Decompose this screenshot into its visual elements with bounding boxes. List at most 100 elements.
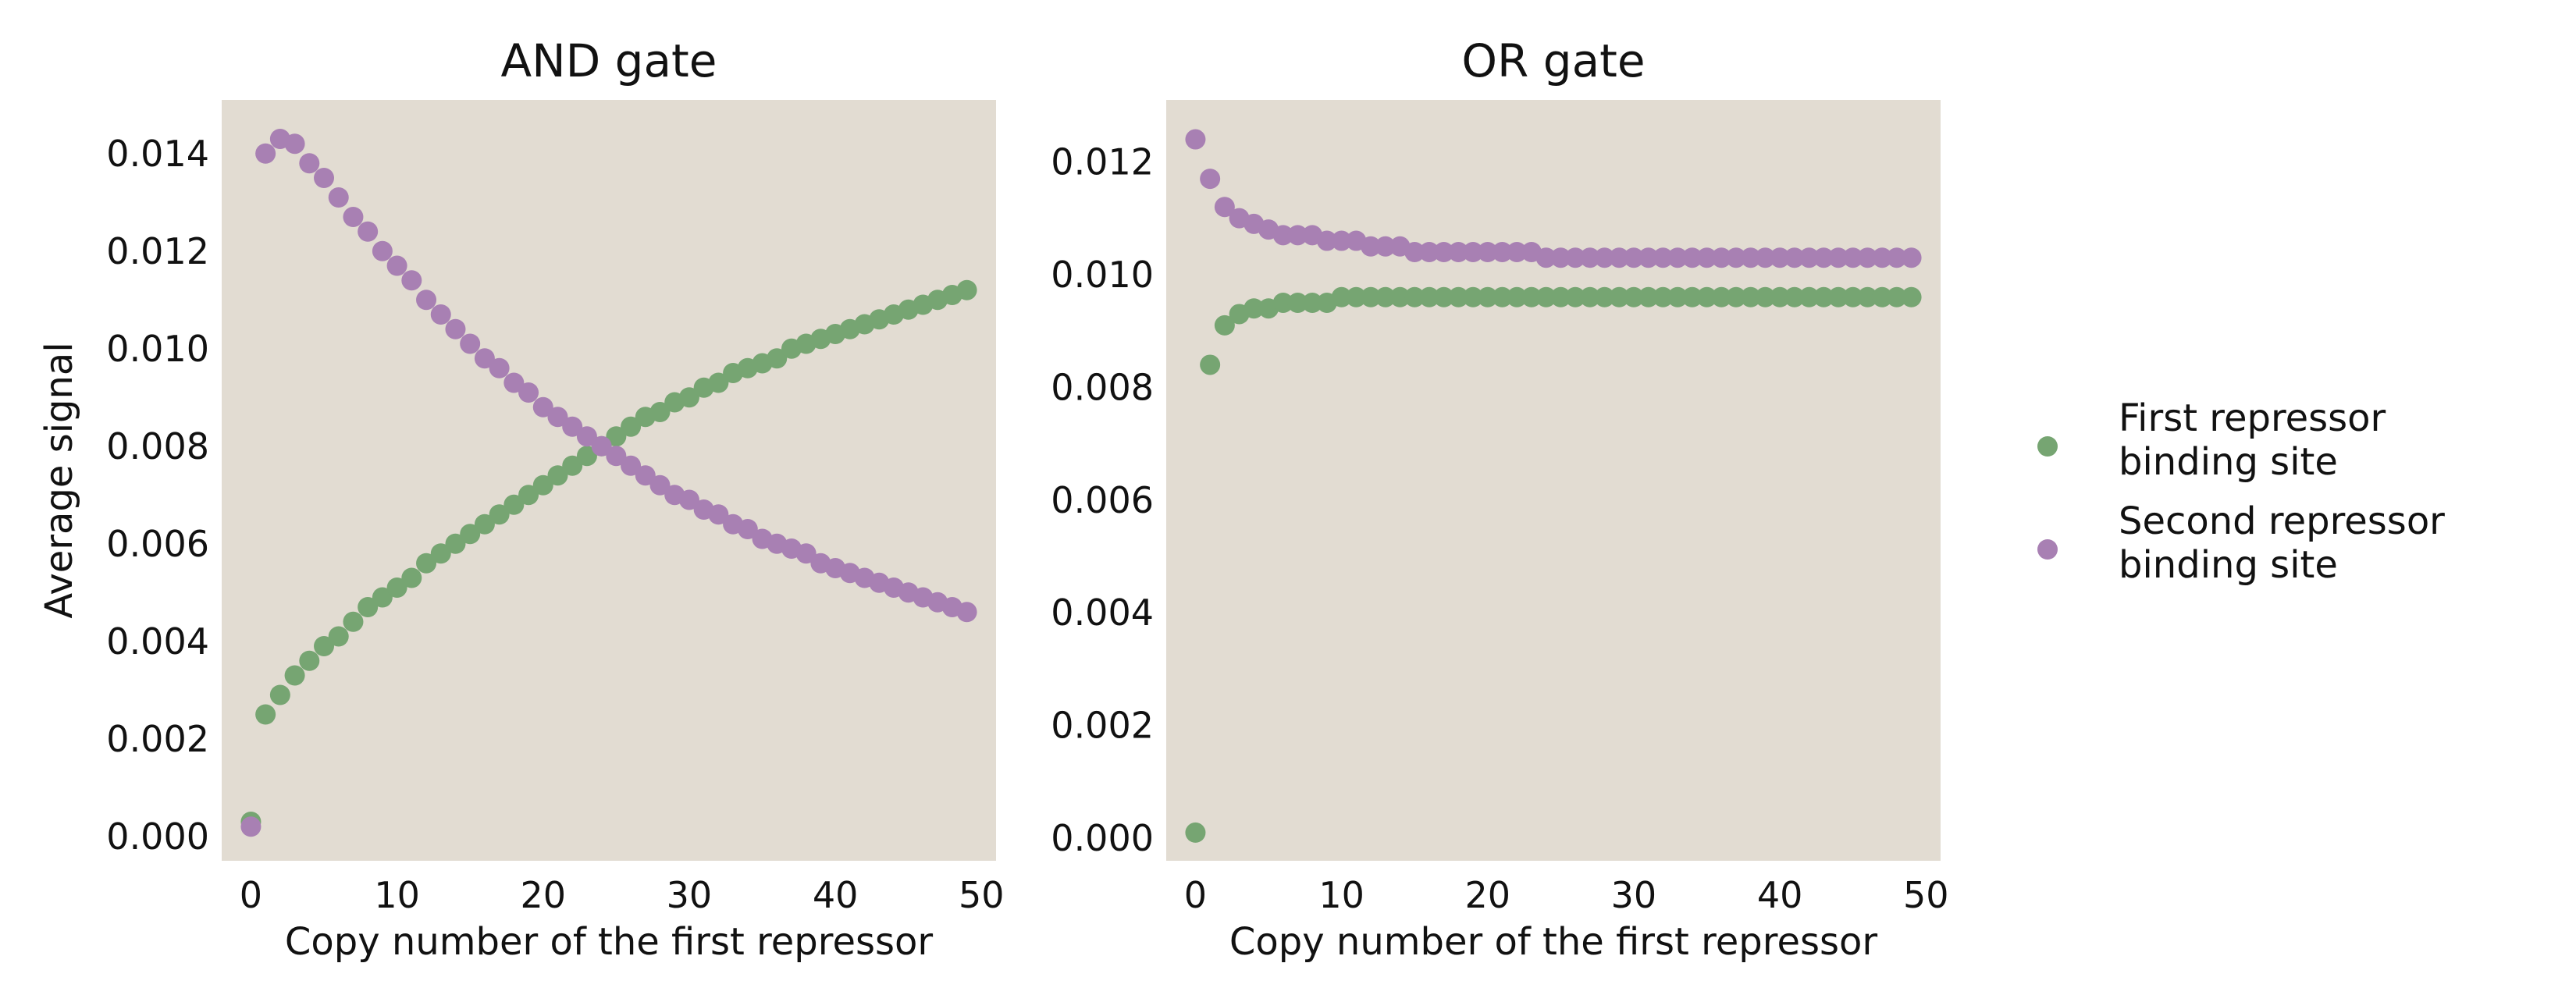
and-gate-series-1-point (386, 577, 407, 598)
or-gate-y-tick-label: 0.000 (1051, 817, 1154, 859)
and-gate-series-1-point (460, 524, 481, 545)
and-gate-x-tick-label: 20 (521, 874, 567, 916)
or-gate-series-1-point (1418, 286, 1439, 307)
or-gate-series-2-point (1638, 247, 1659, 268)
or-gate-series-2-point (1492, 242, 1513, 262)
or-gate-series-2-point (1448, 242, 1469, 262)
or-gate-y-tick-label: 0.008 (1051, 366, 1154, 408)
and-gate-series-1-point (532, 474, 553, 496)
or-gate-plot-area (1166, 100, 1941, 861)
or-gate-series-2-point (1200, 169, 1221, 190)
and-gate-series-1-point (518, 485, 539, 506)
and-gate-series-1-point (372, 587, 393, 608)
or-gate-series-1-point (1535, 286, 1557, 307)
and-gate-series-2-point (795, 543, 817, 564)
and-gate-panel: AND gate 0 10 20 30 40 50 0.000 0.002 0.004 0.006 0… (37, 34, 1005, 964)
or-gate-y-tick-label: 0.002 (1051, 705, 1154, 747)
and-gate-y-tick-label: 0.014 (106, 133, 209, 175)
or-gate-series-1-point (1755, 286, 1776, 307)
or-gate-series-1-point (1272, 293, 1293, 313)
or-gate-series-2-point (1799, 247, 1820, 268)
or-gate-series-1-point (1696, 286, 1717, 307)
or-gate-series-1-point (1857, 286, 1878, 307)
or-gate-series-2-point (1901, 247, 1922, 268)
or-gate-series-2-point (1404, 242, 1425, 262)
or-gate-series-2-point (1579, 247, 1600, 268)
and-gate-series-1-point (445, 533, 466, 554)
and-gate-series-1-point (284, 665, 305, 686)
and-gate-series-2-point (430, 304, 451, 325)
legend-label-2-line-1: Second repressor (2119, 499, 2445, 543)
and-gate-series-1-point (328, 626, 349, 647)
and-gate-series-1-point (606, 426, 627, 447)
or-gate-x-tick-label: 50 (1903, 874, 1949, 916)
and-gate-series-1-point (401, 567, 422, 588)
or-gate-series-2-point (1740, 247, 1761, 268)
and-gate-y-tick-label: 0.002 (106, 718, 209, 760)
and-gate-y-tick-label: 0.008 (106, 425, 209, 467)
and-gate-series-1-point (621, 416, 642, 437)
and-gate-series-2-point (576, 426, 597, 447)
or-gate-series-2-point (1185, 129, 1206, 150)
or-gate-series-1-point (1609, 286, 1630, 307)
and-gate-plot-area (222, 100, 996, 861)
and-gate-series-1-point (503, 494, 525, 515)
or-gate-x-tick-label: 0 (1184, 874, 1207, 916)
and-gate-series-2-point (606, 446, 627, 467)
or-gate-series-1-point (1346, 286, 1367, 307)
or-gate-series-2-point (1361, 236, 1382, 257)
or-gate-series-1-point (1594, 286, 1615, 307)
or-gate-series-2 (1185, 129, 1922, 268)
or-gate-series-2-point (1842, 247, 1863, 268)
or-gate-series-1-point (1433, 286, 1454, 307)
and-gate-y-tick-label: 0.006 (106, 523, 209, 565)
legend-marker-1 (2037, 436, 2058, 457)
or-gate-series-2-point (1331, 230, 1352, 251)
or-gate-series-1-point (1784, 286, 1805, 307)
or-gate-series-2-point (1886, 247, 1907, 268)
and-gate-series-1-point (489, 504, 510, 525)
and-gate-series-2-point (708, 504, 729, 525)
or-gate-x-tick-label: 20 (1465, 874, 1511, 916)
or-gate-series-2-point (1857, 247, 1878, 268)
or-gate-series-1-point (1740, 286, 1761, 307)
or-gate-x-tick-label: 30 (1611, 874, 1657, 916)
or-gate-panel: OR gate 0 10 20 30 40 50 0.000 0.002 0.004 0.006 0.… (1051, 34, 1948, 964)
and-gate-series-1-point (678, 387, 699, 408)
or-gate-y-tick-label: 0.006 (1051, 479, 1154, 521)
and-gate-x-tick-label: 40 (813, 874, 859, 916)
and-gate-series-2-point (474, 348, 495, 369)
and-gate-series-2-point (255, 143, 276, 164)
or-gate-series-2-point (1696, 247, 1717, 268)
or-gate-series-1-point (1711, 286, 1732, 307)
or-gate-series-1-point (1287, 293, 1308, 313)
and-gate-series-2-point (649, 474, 671, 496)
or-gate-series-2-point (1550, 247, 1571, 268)
or-gate-series-1-point (1681, 286, 1703, 307)
or-gate-series-2-point (1287, 225, 1308, 246)
or-gate-series-2-point (1784, 247, 1805, 268)
and-gate-series-2-point (372, 240, 393, 261)
and-gate-series-1-point (767, 348, 788, 369)
and-gate-series-2-point (328, 187, 349, 208)
or-gate-series-2-point (1872, 247, 1893, 268)
or-gate-series-1-point (1827, 286, 1848, 307)
and-gate-x-tick-label: 30 (667, 874, 713, 916)
or-gate-series-1-point (1477, 286, 1498, 307)
or-gate-x-tick-label: 40 (1757, 874, 1803, 916)
or-gate-series-2-point (1316, 230, 1337, 251)
and-gate-series-2 (240, 129, 977, 837)
or-gate-series-1-point (1901, 286, 1922, 307)
and-gate-series-1-point (416, 553, 437, 574)
or-gate-series-2-point (1725, 247, 1746, 268)
or-gate-series-2-point (1463, 242, 1484, 262)
or-gate-series-1-point (1448, 286, 1469, 307)
or-gate-series-2-point (1214, 197, 1235, 218)
and-gate-series-1-point (358, 597, 379, 617)
and-gate-y-tick-label: 0.010 (106, 328, 209, 370)
or-gate-series-1-point (1463, 286, 1484, 307)
and-gate-series-2-point (562, 416, 583, 437)
or-gate-series-1-point (1214, 314, 1235, 336)
or-gate-series-1-point (1638, 286, 1659, 307)
